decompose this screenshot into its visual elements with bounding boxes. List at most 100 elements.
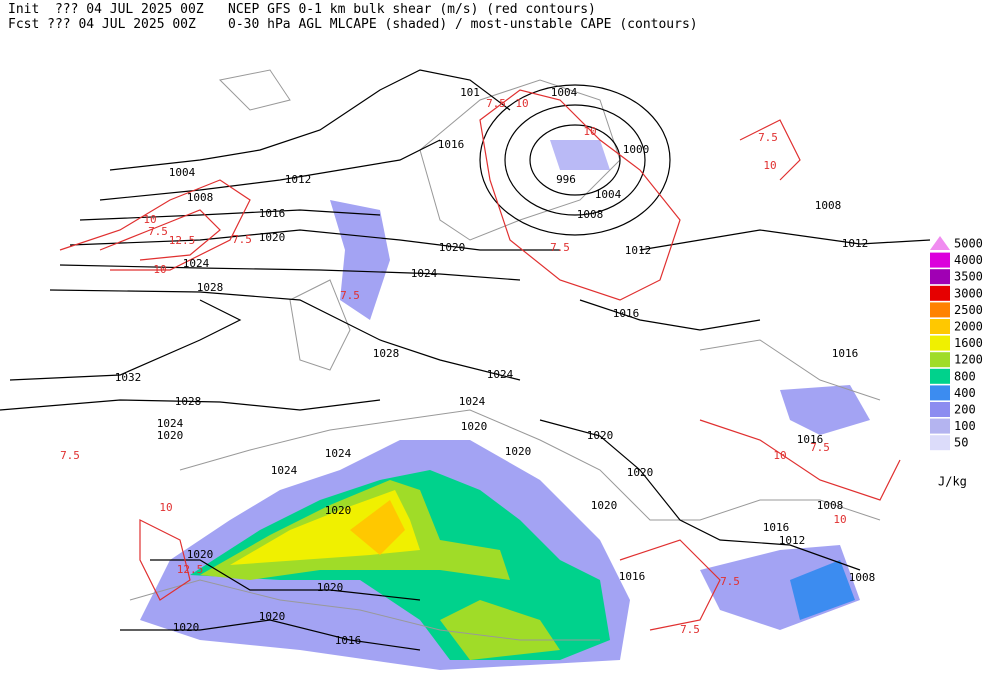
isobar-label: 1012 xyxy=(625,244,652,257)
isobar-label: 1028 xyxy=(373,347,400,360)
title-line-1: NCEP GFS 0-1 km bulk shear (m/s) (red co… xyxy=(228,2,596,17)
forecast-time: Fcst ??? 04 JUL 2025 00Z xyxy=(8,17,196,32)
shear-label: 10 xyxy=(583,125,596,138)
legend-label: 800 xyxy=(954,369,976,383)
isobar-label: 996 xyxy=(556,173,576,186)
legend-label: 1200 xyxy=(954,353,983,367)
isobar-label: 1016 xyxy=(832,347,859,360)
isobar-label: 1004 xyxy=(595,188,622,201)
legend-label: 1600 xyxy=(954,336,983,350)
legend-label: 200 xyxy=(954,403,976,417)
isobar-label: 1000 xyxy=(623,143,650,156)
isobar-label: 1020 xyxy=(461,420,488,433)
legend-label: 2500 xyxy=(954,303,983,317)
legend-label: 2000 xyxy=(954,320,983,334)
legend-swatch xyxy=(930,352,950,368)
legend: 5000 4000 3500 3000 2500 2000 1600 1200 800 400 20… xyxy=(930,236,983,451)
isobar-label: 1020 xyxy=(173,621,200,634)
shear-label: 7.5 xyxy=(232,233,252,246)
isobar-label: 1016 xyxy=(259,207,286,220)
isobar-label: 1024 xyxy=(459,395,486,408)
isobar-label: 1008 xyxy=(577,208,604,221)
isobar-label: 1016 xyxy=(763,521,790,534)
isobar-label: 1028 xyxy=(175,395,202,408)
legend-swatch xyxy=(930,368,950,384)
legend-swatch xyxy=(930,319,950,334)
shear-label: 10 xyxy=(763,159,776,172)
isobar-label: 1024 xyxy=(487,368,514,381)
isobar-label: 1020 xyxy=(505,445,532,458)
shear-label: 7.5 xyxy=(680,623,700,636)
isobar-label: 1020 xyxy=(591,499,618,512)
isobar-label: 1016 xyxy=(619,570,646,583)
isobar-label: 1020 xyxy=(587,429,614,442)
isobar-label: 1012 xyxy=(842,237,869,250)
isobar-label: 1020 xyxy=(187,548,214,561)
isobars xyxy=(0,69,931,651)
isobar-label: 1004 xyxy=(169,166,196,179)
isobar-label: 1012 xyxy=(779,534,806,547)
isobar-label: 1020 xyxy=(259,610,286,623)
legend-swatch xyxy=(930,335,950,351)
shear-label: 10 xyxy=(143,213,156,226)
isobar-label: 1016 xyxy=(613,307,640,320)
isobar-label: 1020 xyxy=(317,581,344,594)
isobar-label: 1024 xyxy=(271,464,298,477)
shear-label: 7.5 xyxy=(758,131,778,144)
legend-swatch xyxy=(930,402,950,417)
isobar-label: 1008 xyxy=(817,499,844,512)
isobar-label: 1020 xyxy=(157,429,184,442)
shear-label: 10 xyxy=(833,513,846,526)
legend-swatch xyxy=(930,418,950,434)
isobar-label: 1024 xyxy=(183,257,210,270)
isobar-label: 1008 xyxy=(187,191,214,204)
shear-label: 7.5 xyxy=(60,449,80,462)
isobar-label: 1020 xyxy=(325,504,352,517)
legend-swatch xyxy=(930,252,950,268)
isobar-label: 1024 xyxy=(325,447,352,460)
legend-label: 100 xyxy=(954,419,976,433)
shear-label: 12.5 xyxy=(169,234,196,247)
isobar-label: 1016 xyxy=(438,138,465,151)
legend-swatch xyxy=(930,269,950,285)
legend-unit: J/kg xyxy=(938,475,967,489)
init-time: Init ??? 04 JUL 2025 00Z xyxy=(8,2,204,17)
title-line-2: 0-30 hPa AGL MLCAPE (shaded) / most-unst… xyxy=(228,17,698,32)
legend-swatch xyxy=(930,302,950,318)
isobar-label: 1008 xyxy=(815,199,842,212)
shear-label: 12.5 xyxy=(177,563,204,576)
isobar-label: 1004 xyxy=(551,86,578,99)
legend-label: 3000 xyxy=(954,286,983,300)
shear-label: 7.5 xyxy=(810,441,830,454)
legend-label: 5000 xyxy=(954,237,983,251)
legend-swatch xyxy=(930,285,950,301)
coastlines xyxy=(129,69,881,641)
contour-labels: 1004100810121016102010241028103210281024… xyxy=(60,86,875,647)
shear-label: 10 xyxy=(153,263,166,276)
isobar-label: 1024 xyxy=(411,267,438,280)
shear-label: 7.5 xyxy=(340,289,360,302)
isobar-label: 1032 xyxy=(115,371,142,384)
cape-shading xyxy=(140,140,870,670)
isobar-label: 1016 xyxy=(335,634,362,647)
shear-label: 10 xyxy=(159,501,172,514)
shear-label: 10 xyxy=(515,97,528,110)
legend-label: 4000 xyxy=(954,253,983,267)
shear-label: 7.5 xyxy=(148,225,168,238)
legend-label: 400 xyxy=(954,386,976,400)
shear-label: 7.5 xyxy=(550,241,570,254)
shear-label: 7.5 xyxy=(720,575,740,588)
shear-label: 7.5 xyxy=(486,97,506,110)
shear-contours xyxy=(59,89,901,631)
isobar-label: 1008 xyxy=(849,571,876,584)
legend-label: 3500 xyxy=(954,270,983,284)
isobar-label: 1016 xyxy=(797,433,824,446)
isobar-label: 101 xyxy=(460,86,480,99)
isobar-label: 1020 xyxy=(439,241,466,254)
isobar-label: 1012 xyxy=(285,173,312,186)
shear-label: 10 xyxy=(773,449,786,462)
legend-swatch xyxy=(930,236,950,250)
legend-swatch xyxy=(930,435,950,451)
isobar-label: 1028 xyxy=(197,281,224,294)
